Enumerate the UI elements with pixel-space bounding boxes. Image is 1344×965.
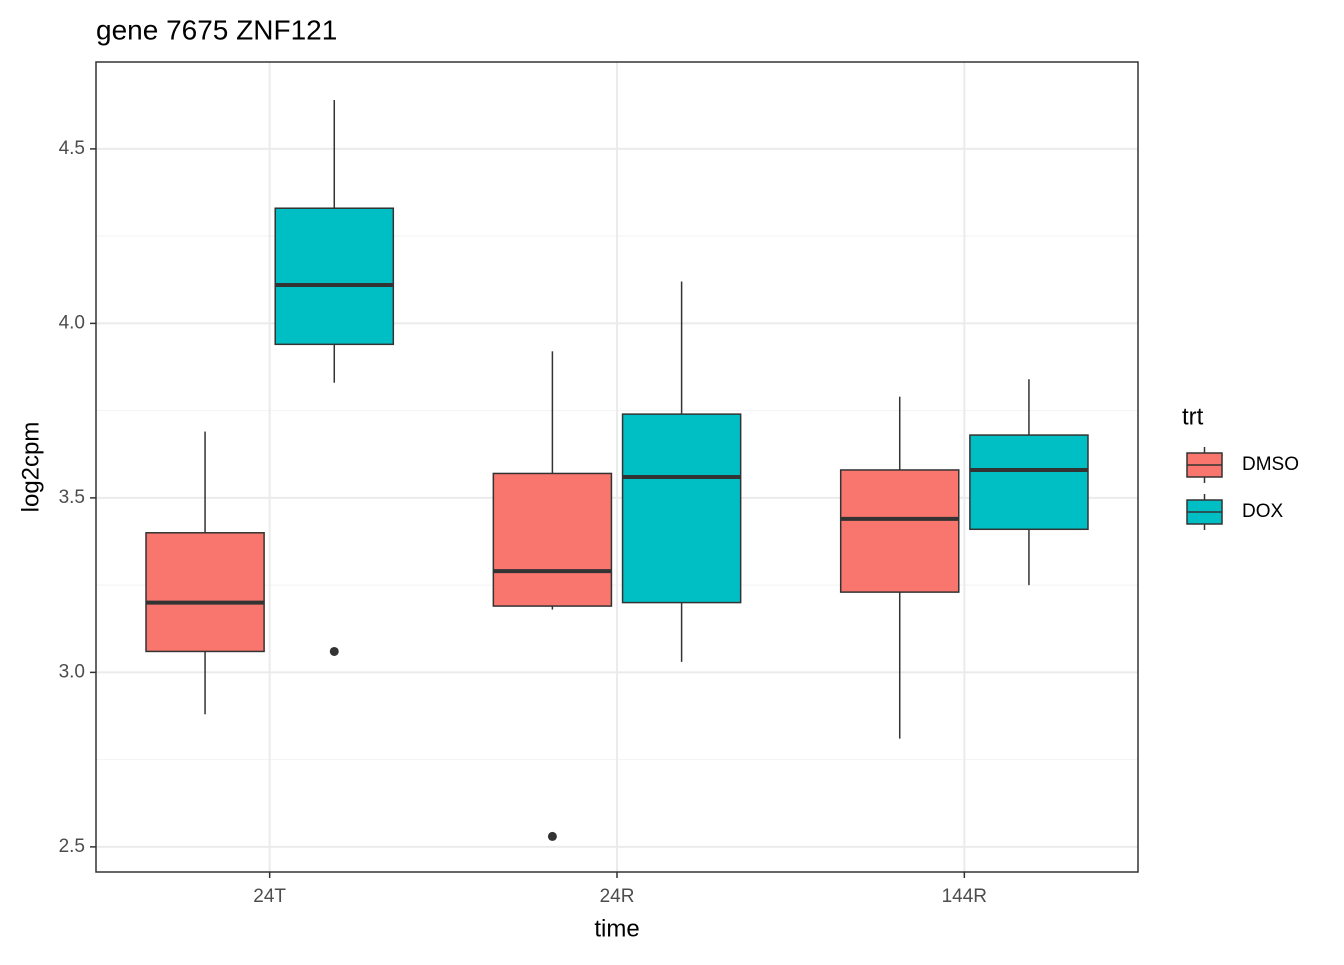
y-tick-label: 2.5 — [59, 836, 85, 857]
box — [274, 207, 395, 346]
legend-title: trt — [1182, 403, 1204, 430]
outlier — [547, 831, 557, 841]
y-tick-label: 4.0 — [59, 312, 85, 333]
y-tick-label: 3.5 — [59, 487, 85, 508]
plot-border — [95, 61, 1139, 873]
x-axis-title: time — [594, 915, 639, 942]
y-tick-label: 4.5 — [59, 138, 85, 159]
legend-label: DMSO — [1242, 454, 1299, 475]
box — [839, 469, 960, 593]
box — [969, 434, 1089, 531]
box — [621, 413, 742, 604]
x-tick-label: 24R — [600, 886, 635, 907]
y-axis-title: log2cpm — [17, 422, 44, 513]
x-tick-label: 144R — [942, 886, 987, 907]
x-tick-label: 24T — [253, 886, 286, 907]
outlier — [329, 646, 339, 656]
box — [492, 472, 613, 607]
box — [145, 532, 265, 653]
legend-label: DOX — [1242, 501, 1284, 522]
y-tick-label: 3.0 — [59, 661, 85, 682]
chart-title: gene 7675 ZNF121 — [96, 14, 337, 45]
